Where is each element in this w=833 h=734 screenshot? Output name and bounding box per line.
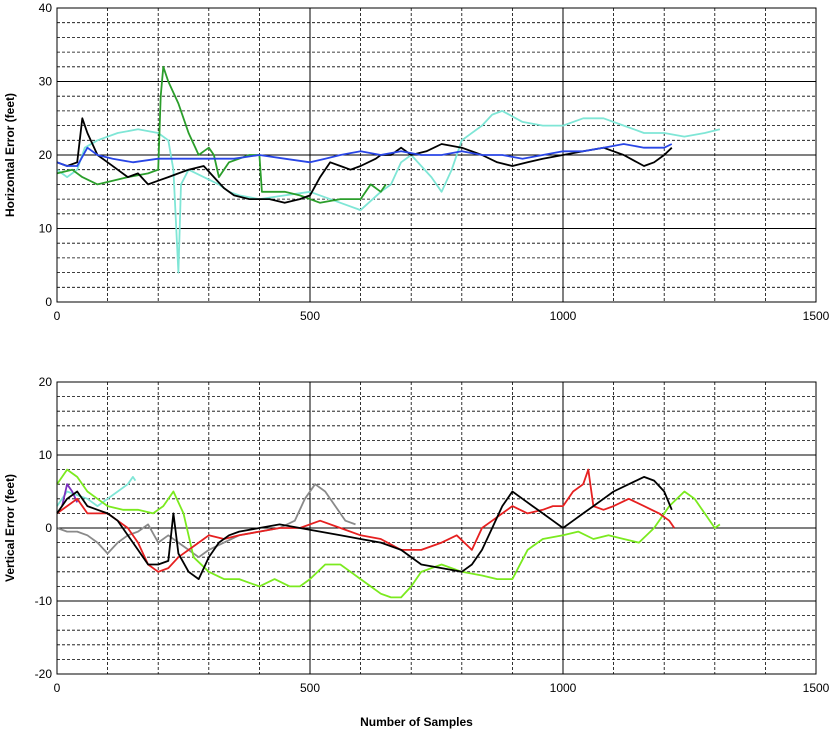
y-tick-label: 0	[45, 521, 52, 535]
horizontal-error-series-line-2	[56, 65, 387, 204]
vertical-error-grid	[57, 382, 816, 674]
vertical-error-series-line-6	[56, 475, 673, 580]
y-tick-label: -20	[35, 667, 53, 681]
y-tick-label: 0	[45, 295, 52, 309]
x-tick-label: 1500	[803, 681, 830, 695]
vertical-error-series-line-4	[56, 468, 721, 599]
horizontal-error-series-line-3	[56, 117, 673, 204]
horizontal-error-series-line-4	[56, 143, 673, 167]
x-tick-label: 1000	[550, 681, 577, 695]
y-tick-label: 40	[39, 1, 53, 15]
vertical-error-panel: 0 500 1000 1500 -20 -10 0 10 20 Vertical…	[3, 375, 830, 729]
y-tick-label: 20	[39, 375, 53, 389]
x-tick-label: 500	[300, 681, 320, 695]
vertical-error-y-axis-label: Vertical Error (feet)	[3, 474, 17, 582]
horizontal-error-y-ticks: 0 10 20 30 40	[39, 1, 53, 309]
y-tick-label: 20	[39, 148, 53, 162]
vertical-error-series-line-1	[56, 475, 137, 508]
horizontal-error-y-axis-label: Horizontal Error (feet)	[3, 93, 17, 217]
horizontal-error-series-line-1	[56, 110, 721, 274]
y-tick-label: 10	[39, 448, 53, 462]
horizontal-error-plot-frame	[56, 7, 817, 303]
horizontal-error-grid	[57, 8, 816, 302]
vertical-error-x-ticks: 0 500 1000 1500	[54, 681, 830, 695]
vertical-error-series-line-2	[61, 483, 79, 507]
vertical-error-y-ticks: -20 -10 0 10 20	[35, 375, 53, 681]
horizontal-error-series-group	[56, 65, 721, 274]
x-tick-label: 1500	[803, 309, 830, 323]
vertical-error-series-group	[56, 468, 721, 599]
vertical-error-series-line-3	[56, 483, 356, 559]
horizontal-error-panel: 0 500 1000 1500 0 10 20 30 40 Horizontal…	[3, 1, 830, 323]
x-tick-label: 500	[300, 309, 320, 323]
vertical-error-plot-frame	[56, 381, 817, 675]
y-tick-label: 30	[39, 75, 53, 89]
y-tick-label: -10	[35, 594, 53, 608]
x-tick-label: 0	[54, 681, 61, 695]
x-tick-label: 1000	[550, 309, 577, 323]
vertical-error-series-line-5	[56, 468, 676, 573]
horizontal-error-x-ticks: 0 500 1000 1500	[54, 309, 830, 323]
y-tick-label: 10	[39, 222, 53, 236]
x-tick-label: 0	[54, 309, 61, 323]
vertical-error-x-axis-label: Number of Samples	[360, 715, 473, 729]
